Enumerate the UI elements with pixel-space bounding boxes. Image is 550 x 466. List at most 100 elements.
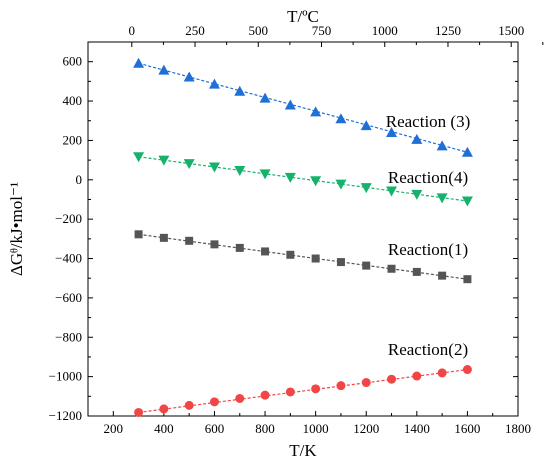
y-tick-label: −800	[55, 329, 82, 344]
x-tick-label: 1200	[353, 421, 379, 436]
data-point	[134, 230, 143, 239]
data-point	[387, 374, 397, 384]
data-point	[461, 196, 473, 207]
data-point	[360, 183, 372, 194]
y-axis-title: ΔGᶿ/kJ•mol⁻¹	[7, 182, 26, 276]
x-tick-label: 1000	[303, 421, 329, 436]
data-point	[133, 152, 145, 163]
data-point	[234, 85, 246, 96]
data-point	[362, 261, 371, 270]
x-axis-top: 02505007501000125015001750	[129, 23, 544, 47]
data-point	[158, 155, 170, 166]
x2-tick-label: 1500	[498, 23, 524, 38]
data-point	[387, 264, 396, 273]
y-tick-label: −200	[55, 211, 82, 226]
data-point	[285, 387, 295, 397]
data-point	[412, 371, 422, 381]
data-point	[209, 397, 219, 407]
x2-tick-label: 0	[129, 23, 136, 38]
data-point	[284, 172, 296, 183]
data-point	[463, 275, 472, 284]
series-lines	[138, 62, 468, 414]
x-tick-label: 1600	[454, 421, 480, 436]
data-point	[310, 176, 322, 187]
data-point	[386, 186, 398, 197]
series-label: Reaction(4)	[388, 168, 468, 187]
data-point	[210, 240, 219, 249]
x2-tick-label: 1000	[372, 23, 398, 38]
data-point	[361, 378, 371, 388]
series-label: Reaction (3)	[386, 112, 471, 131]
data-point	[411, 189, 423, 200]
series-trend-line	[138, 62, 468, 153]
data-point	[185, 236, 194, 245]
x2-axis-title: T/ºC	[287, 7, 319, 26]
y-tick-label: 400	[63, 93, 83, 108]
data-point	[284, 99, 296, 110]
x2-tick-label: 500	[249, 23, 269, 38]
data-point	[183, 71, 195, 82]
x2-tick-label: 750	[312, 23, 332, 38]
series-trend-line	[138, 156, 468, 202]
data-point	[234, 166, 246, 177]
data-point	[311, 254, 320, 263]
data-point	[336, 258, 345, 267]
data-point	[133, 57, 145, 68]
data-point	[286, 250, 295, 259]
data-point	[259, 92, 271, 103]
data-point	[462, 365, 472, 375]
y-tick-label: −400	[55, 251, 82, 266]
data-point	[259, 169, 271, 180]
data-point	[184, 400, 194, 410]
y-tick-label: 600	[63, 54, 83, 69]
data-point	[235, 393, 245, 403]
data-point	[159, 233, 168, 242]
plot-frame	[87, 41, 519, 417]
data-point	[386, 127, 398, 138]
data-point	[261, 247, 270, 256]
data-point	[208, 78, 220, 89]
data-point	[183, 159, 195, 170]
x2-tick-label: 250	[185, 23, 205, 38]
y-tick-label: −600	[55, 290, 82, 305]
series-markers	[133, 57, 473, 417]
x-tick-label: 200	[104, 421, 124, 436]
data-point	[411, 133, 423, 144]
data-point	[134, 407, 144, 417]
series-trend-line	[138, 233, 468, 280]
data-point	[235, 243, 244, 252]
x-tick-label: 1400	[404, 421, 430, 436]
x-tick-label: 600	[205, 421, 225, 436]
series-label: Reaction(2)	[388, 340, 468, 359]
y-tick-label: −1000	[49, 369, 82, 384]
y-tick-label: −1200	[49, 408, 82, 423]
y-tick-label: 200	[63, 132, 83, 147]
data-point	[335, 179, 347, 190]
series-label: Reaction(1)	[388, 240, 468, 259]
data-point	[461, 146, 473, 157]
x2-tick-label: 1250	[435, 23, 461, 38]
data-point	[360, 120, 372, 131]
data-point	[335, 113, 347, 124]
x-tick-label: 1800	[505, 421, 531, 436]
data-point	[159, 404, 169, 414]
data-point	[412, 267, 421, 276]
data-point	[436, 193, 448, 204]
x-tick-label: 400	[154, 421, 174, 436]
x-axis-title: T/K	[289, 441, 317, 460]
series-labels: Reaction (3) Reaction(4) Reaction(1) Reacti…	[386, 112, 471, 359]
x-axis-bottom: 200 400 600 800 1000 1200 1400 1600 1800	[104, 411, 531, 436]
y-axis: −1200 −1000 −800 −600 −400 −200 0 200 400 600	[49, 54, 518, 423]
data-point	[208, 162, 220, 173]
data-point	[438, 271, 447, 280]
data-point	[437, 368, 447, 378]
data-point	[310, 106, 322, 117]
x-tick-label: 800	[255, 421, 275, 436]
y-tick-label: 0	[76, 172, 83, 187]
data-point	[436, 140, 448, 151]
data-point	[311, 384, 321, 394]
data-point	[158, 64, 170, 75]
data-point	[260, 390, 270, 400]
data-point	[336, 381, 346, 391]
